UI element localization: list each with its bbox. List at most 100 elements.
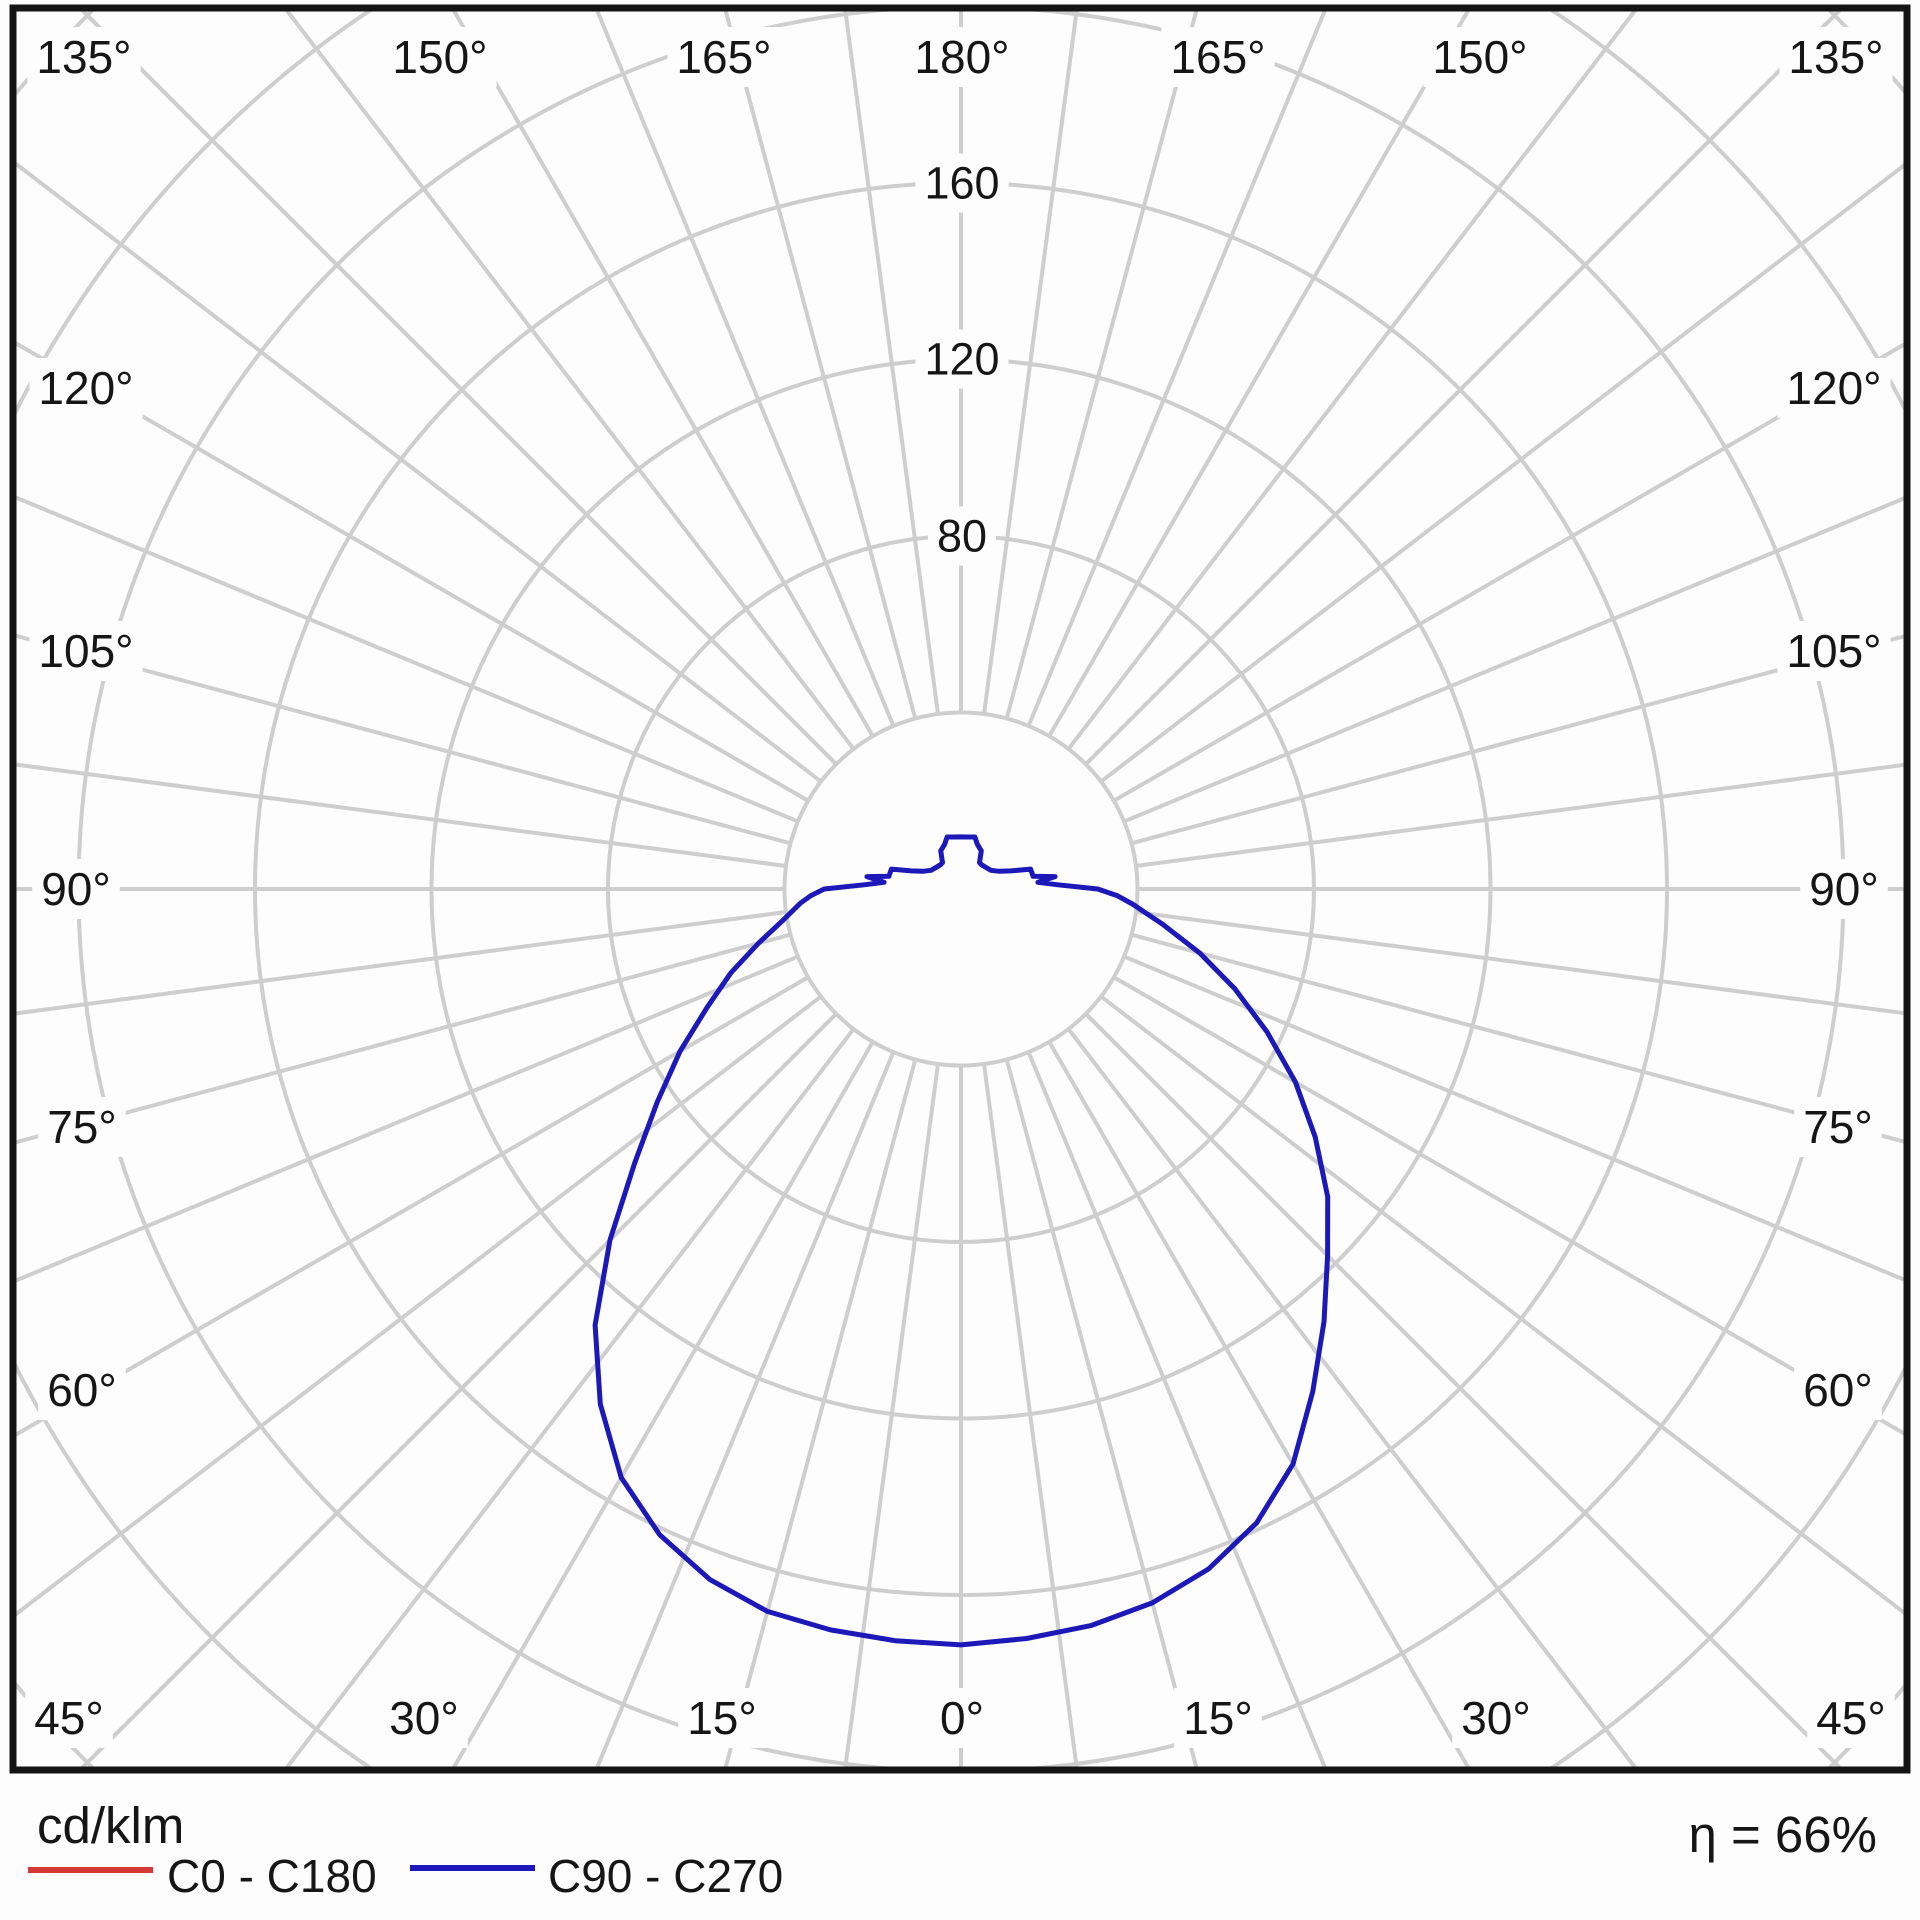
label-background bbox=[1807, 1688, 1895, 1748]
grid-ray bbox=[842, 1063, 940, 1770]
grid-ray bbox=[1123, 494, 1907, 824]
angle-label: 45° bbox=[1816, 1692, 1886, 1744]
label-background bbox=[1423, 27, 1537, 87]
label-background bbox=[1800, 859, 1888, 919]
legend-c0-c180-label: C0 - C180 bbox=[167, 1850, 377, 1902]
label-background bbox=[29, 358, 143, 418]
grid-ray bbox=[842, 8, 940, 715]
angle-label: 120° bbox=[38, 362, 133, 414]
label-background bbox=[380, 1688, 468, 1748]
angle-label: 180° bbox=[914, 31, 1009, 83]
grid-ray bbox=[13, 762, 787, 868]
grid-ray bbox=[982, 1063, 1080, 1770]
grid-ray bbox=[1130, 633, 1907, 846]
label-background bbox=[915, 329, 1009, 389]
grid-ray bbox=[13, 910, 787, 1016]
grid-ray bbox=[13, 932, 792, 1146]
label-background bbox=[29, 621, 143, 681]
grid-ray bbox=[1112, 975, 1907, 1438]
label-background bbox=[1777, 621, 1891, 681]
angle-label: 60° bbox=[1803, 1364, 1873, 1416]
grid-ray bbox=[1004, 1058, 1200, 1770]
grid-ray bbox=[1135, 762, 1907, 868]
angle-label: 150° bbox=[1432, 31, 1527, 83]
label-background bbox=[1779, 27, 1893, 87]
label-background bbox=[1161, 27, 1275, 87]
label-background bbox=[927, 506, 997, 566]
angle-label: 30° bbox=[1461, 1692, 1531, 1744]
angle-label: 0° bbox=[940, 1692, 984, 1744]
grid-ray bbox=[13, 632, 792, 846]
grid-ray bbox=[1066, 1027, 1640, 1770]
angle-label: 30° bbox=[389, 1692, 459, 1744]
grid-ray bbox=[13, 159, 823, 784]
angle-label: 15° bbox=[1183, 1692, 1253, 1744]
grid-ray bbox=[77, 1012, 838, 1770]
grid-ray bbox=[1047, 1040, 1472, 1770]
grid-ray bbox=[1135, 910, 1907, 1016]
angle-label: 105° bbox=[1786, 625, 1881, 677]
grid-ray bbox=[1099, 994, 1907, 1618]
angle-label: 15° bbox=[687, 1692, 757, 1744]
grid-ray bbox=[722, 1058, 918, 1770]
label-background bbox=[1794, 1360, 1882, 1420]
grid-ray bbox=[13, 954, 799, 1284]
grid-ray bbox=[13, 339, 810, 803]
axis-labels: 135° 150° 165° 180° 165° 150° 135° 120° 120° 105°… bbox=[25, 27, 1895, 1748]
angle-label: 165° bbox=[676, 31, 771, 83]
grid-ray bbox=[1026, 8, 1329, 727]
angle-label: 60° bbox=[47, 1364, 117, 1416]
label-background bbox=[383, 27, 497, 87]
label-background bbox=[915, 153, 1009, 213]
angle-label: 105° bbox=[38, 625, 133, 677]
angle-label: 165° bbox=[1170, 31, 1265, 83]
label-background bbox=[1794, 1097, 1882, 1157]
grid-ray bbox=[1099, 160, 1907, 784]
grid-ray bbox=[1130, 932, 1907, 1145]
grid-ray bbox=[1066, 8, 1640, 751]
efficiency-label: η = 66% bbox=[1688, 1806, 1877, 1863]
grid-ray bbox=[13, 994, 823, 1619]
label-background bbox=[1452, 1688, 1540, 1748]
label-background bbox=[667, 27, 781, 87]
grid-ray bbox=[450, 8, 875, 738]
label-background bbox=[905, 27, 1019, 87]
plot-border bbox=[9, 4, 1911, 1774]
grid-ray bbox=[982, 8, 1080, 715]
grid-ray bbox=[593, 8, 896, 727]
label-background bbox=[678, 1688, 766, 1748]
label-background bbox=[27, 27, 141, 87]
radial-tick-label: 160 bbox=[924, 158, 999, 209]
unit-label: cd/klm bbox=[37, 1797, 184, 1854]
radial-tick-label: 120 bbox=[924, 334, 999, 385]
angle-label: 120° bbox=[1786, 362, 1881, 414]
grid-ray bbox=[450, 1040, 875, 1770]
grid-ray bbox=[722, 8, 918, 720]
grid-ray bbox=[593, 1051, 896, 1770]
label-background bbox=[931, 1688, 993, 1748]
angle-label: 135° bbox=[36, 31, 131, 83]
legend-c90-c270-label: C90 - C270 bbox=[548, 1850, 783, 1902]
label-background bbox=[25, 1688, 113, 1748]
grid-ray bbox=[1026, 1051, 1329, 1770]
angle-label: 75° bbox=[47, 1101, 117, 1153]
angle-label: 90° bbox=[1809, 863, 1879, 915]
grid-ray bbox=[1123, 954, 1907, 1284]
angle-label: 135° bbox=[1788, 31, 1883, 83]
label-background bbox=[32, 859, 120, 919]
label-background bbox=[38, 1360, 126, 1420]
grid-ray bbox=[282, 8, 856, 751]
label-background bbox=[1174, 1688, 1262, 1748]
grid-ray bbox=[13, 494, 799, 824]
grid-ray bbox=[1004, 8, 1200, 720]
angle-label: 75° bbox=[1803, 1101, 1873, 1153]
c90-c270-curve bbox=[592, 834, 1331, 1648]
angle-label: 45° bbox=[34, 1692, 104, 1744]
grid-ray bbox=[1084, 1012, 1845, 1770]
grid-ray bbox=[282, 1027, 856, 1770]
grid-ray bbox=[1112, 340, 1907, 803]
